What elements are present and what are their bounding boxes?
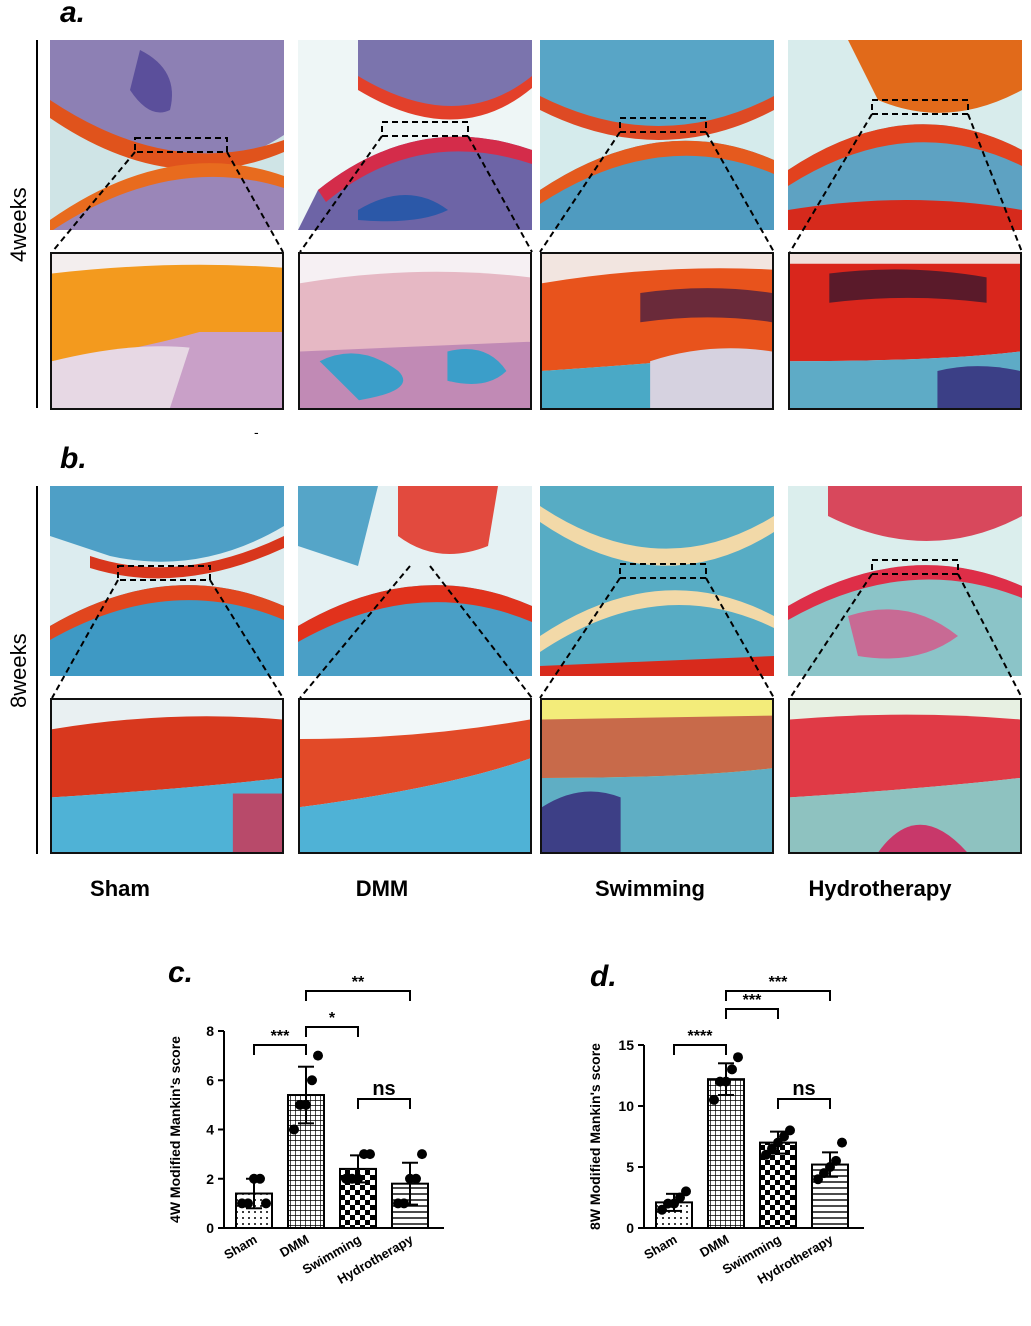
- overview-image-8w-swimming: [540, 486, 774, 676]
- zoom-image-4w-hydrotherapy: [788, 252, 1022, 410]
- data-point: [773, 1137, 783, 1148]
- zoom-image-4w-dmm: [298, 252, 532, 410]
- data-point: [669, 1198, 679, 1209]
- category-label: DMM: [277, 1232, 311, 1261]
- zoom-image-4w-swimming: [540, 252, 774, 410]
- group-label-dmm: DMM: [355, 876, 409, 901]
- data-point: [813, 1174, 823, 1185]
- significance-label: ***: [743, 992, 762, 1009]
- data-point: [767, 1143, 777, 1154]
- y-axis-label: 8W Modified Mankin's score: [587, 1043, 603, 1230]
- data-point: [785, 1125, 795, 1136]
- significance-label: **: [352, 975, 365, 991]
- overview-image-8w-dmm: [298, 486, 532, 676]
- panel-a-bracket-line: [36, 40, 38, 408]
- group-label-swimming: Swimming: [594, 876, 705, 901]
- zoom-image-8w-sham: [50, 698, 284, 854]
- y-tick-label: 4: [206, 1122, 214, 1138]
- category-label: DMM: [697, 1232, 731, 1261]
- data-point: [733, 1052, 743, 1063]
- y-tick-label: 0: [626, 1220, 634, 1236]
- y-tick-label: 6: [206, 1072, 214, 1088]
- panel-b-letter: b.: [60, 442, 87, 475]
- chart-c: 0 2 4 6 8 4W Modified Mankin's score Sham DMM Sw…: [150, 975, 450, 1320]
- category-label: Sham: [641, 1232, 679, 1263]
- data-point: [657, 1204, 667, 1215]
- significance-label: ****: [688, 1028, 714, 1045]
- y-tick-label: 2: [206, 1171, 214, 1187]
- data-point: [825, 1162, 835, 1172]
- group-label-hydrotherapy: Hydrotherapy: [808, 876, 952, 901]
- y-tick-label: 0: [206, 1220, 214, 1236]
- data-point: [353, 1173, 363, 1184]
- zoom-image-8w-dmm: [298, 698, 532, 854]
- zoom-connectors-4w: [51, 99, 1023, 253]
- significance-bracket: [305, 990, 411, 1001]
- significance-bracket: [673, 1044, 727, 1055]
- overview-image-8w-sham: [50, 486, 284, 676]
- y-tick-label: 8: [206, 1023, 214, 1039]
- significance-bracket: [357, 1098, 411, 1109]
- group-label-sham: Sham: [90, 876, 150, 901]
- data-point: [289, 1124, 299, 1135]
- panel-a-letter: a.: [60, 0, 86, 29]
- overview-image-4w-hydrotherapy: [788, 40, 1022, 230]
- y-tick-label: 5: [626, 1159, 634, 1175]
- chart-d: 0 5 10 15 8W Modified Mankin's score Sham DMM S…: [570, 975, 870, 1320]
- y-tick-label: 15: [618, 1037, 634, 1053]
- zoom-image-8w-hydrotherapy: [788, 698, 1022, 854]
- data-point: [681, 1186, 691, 1197]
- data-point: [417, 1149, 427, 1160]
- data-point: [313, 1050, 323, 1061]
- significance-label: *: [329, 1010, 336, 1027]
- overview-image-4w-sham: [50, 40, 284, 230]
- panel-b-bracket-line: [36, 486, 38, 854]
- significance-label: ***: [271, 1028, 290, 1045]
- data-point: [399, 1198, 409, 1209]
- panel-c-letter: c.: [168, 956, 194, 989]
- data-point: [261, 1198, 271, 1209]
- stray-mark: -: [254, 424, 259, 440]
- overview-image-8w-hydrotherapy: [788, 486, 1022, 676]
- data-point: [837, 1137, 847, 1148]
- significance-bracket: [725, 990, 831, 1001]
- zoom-connectors-8w: [51, 559, 1023, 699]
- data-point: [243, 1198, 253, 1209]
- zoom-image-8w-swimming: [540, 698, 774, 854]
- data-point: [819, 1168, 829, 1179]
- significance-label: ***: [769, 975, 788, 991]
- data-point: [761, 1149, 771, 1160]
- significance-bracket: [725, 1008, 779, 1019]
- data-point: [779, 1131, 789, 1142]
- zoom-image-4w-sham: [50, 252, 284, 410]
- data-point: [831, 1155, 841, 1166]
- data-point: [255, 1173, 265, 1184]
- significance-label: ns: [372, 1078, 395, 1100]
- data-point: [721, 1076, 731, 1087]
- data-point: [301, 1099, 311, 1110]
- data-point: [675, 1192, 685, 1203]
- panel-d-letter: d.: [590, 960, 617, 993]
- data-point: [307, 1075, 317, 1086]
- y-axis-label: 4W Modified Mankin's score: [167, 1036, 183, 1223]
- data-point: [727, 1064, 737, 1075]
- significance-bracket: [253, 1044, 307, 1055]
- data-point: [365, 1149, 375, 1160]
- significance-bracket: [777, 1098, 831, 1109]
- data-point: [411, 1173, 421, 1184]
- significance-label: ns: [792, 1078, 815, 1100]
- category-label: Sham: [221, 1232, 259, 1263]
- significance-bracket: [305, 1026, 359, 1037]
- overview-image-4w-swimming: [540, 40, 774, 230]
- y-tick-label: 10: [618, 1098, 634, 1114]
- data-point: [709, 1094, 719, 1105]
